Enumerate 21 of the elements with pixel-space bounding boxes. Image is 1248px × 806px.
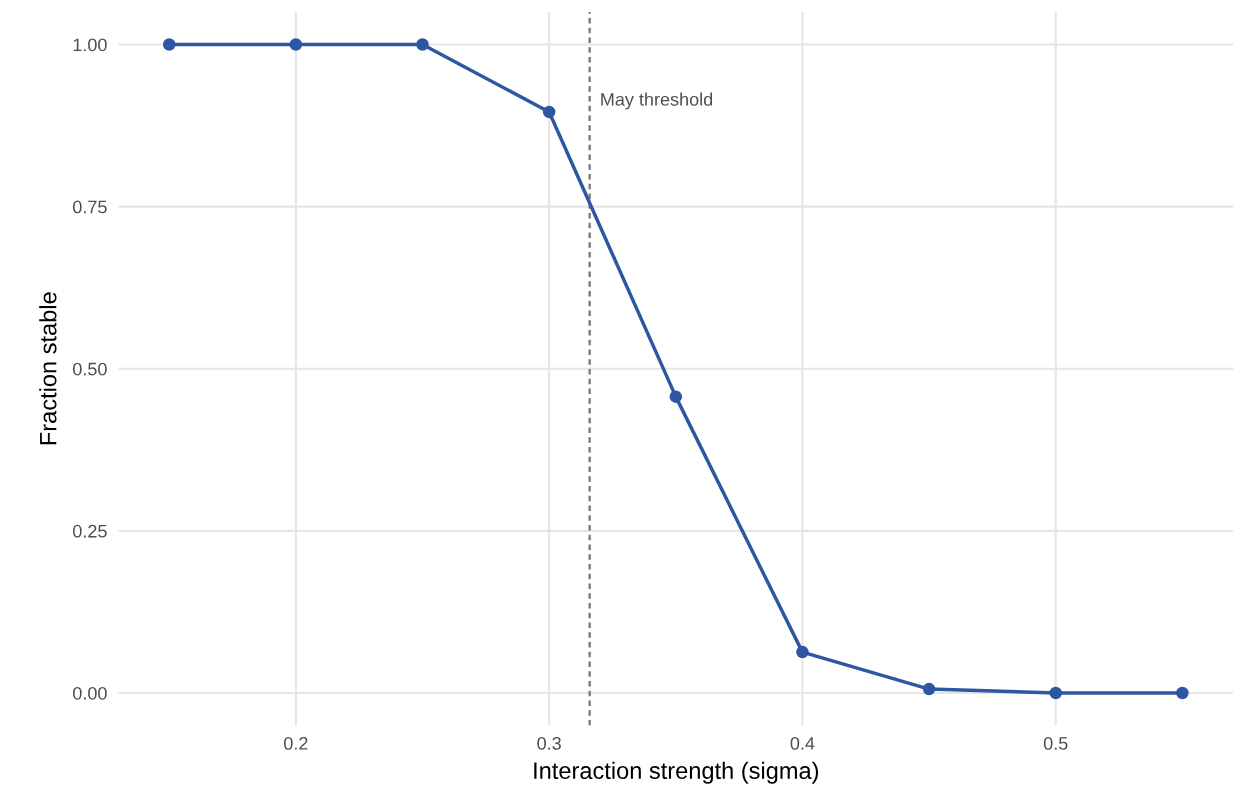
x-tick-label: 0.4: [790, 736, 815, 750]
point: [796, 645, 809, 659]
point: [1049, 686, 1062, 700]
x-tick-label: 0.3: [537, 736, 561, 750]
point: [289, 38, 303, 51]
y-tick-label: 1.00: [73, 38, 107, 52]
ref-line-label: May threshold: [601, 92, 713, 110]
point: [669, 390, 683, 403]
y-tick-label: 0.25: [73, 524, 107, 538]
x-tick-label: 0.5: [1043, 736, 1068, 750]
point: [416, 38, 429, 51]
point: [922, 682, 936, 696]
y-tick-label: 0.50: [73, 362, 107, 376]
y-tick-label: 0.75: [73, 200, 107, 214]
point: [542, 105, 556, 119]
y-axis-title: Fraction stable: [39, 292, 57, 445]
x-tick-label: 0.2: [284, 736, 308, 750]
point: [1176, 686, 1189, 700]
x-axis-title: Interaction strength (sigma): [534, 761, 819, 784]
y-tick-label: 0.00: [73, 686, 107, 700]
point: [162, 38, 176, 51]
